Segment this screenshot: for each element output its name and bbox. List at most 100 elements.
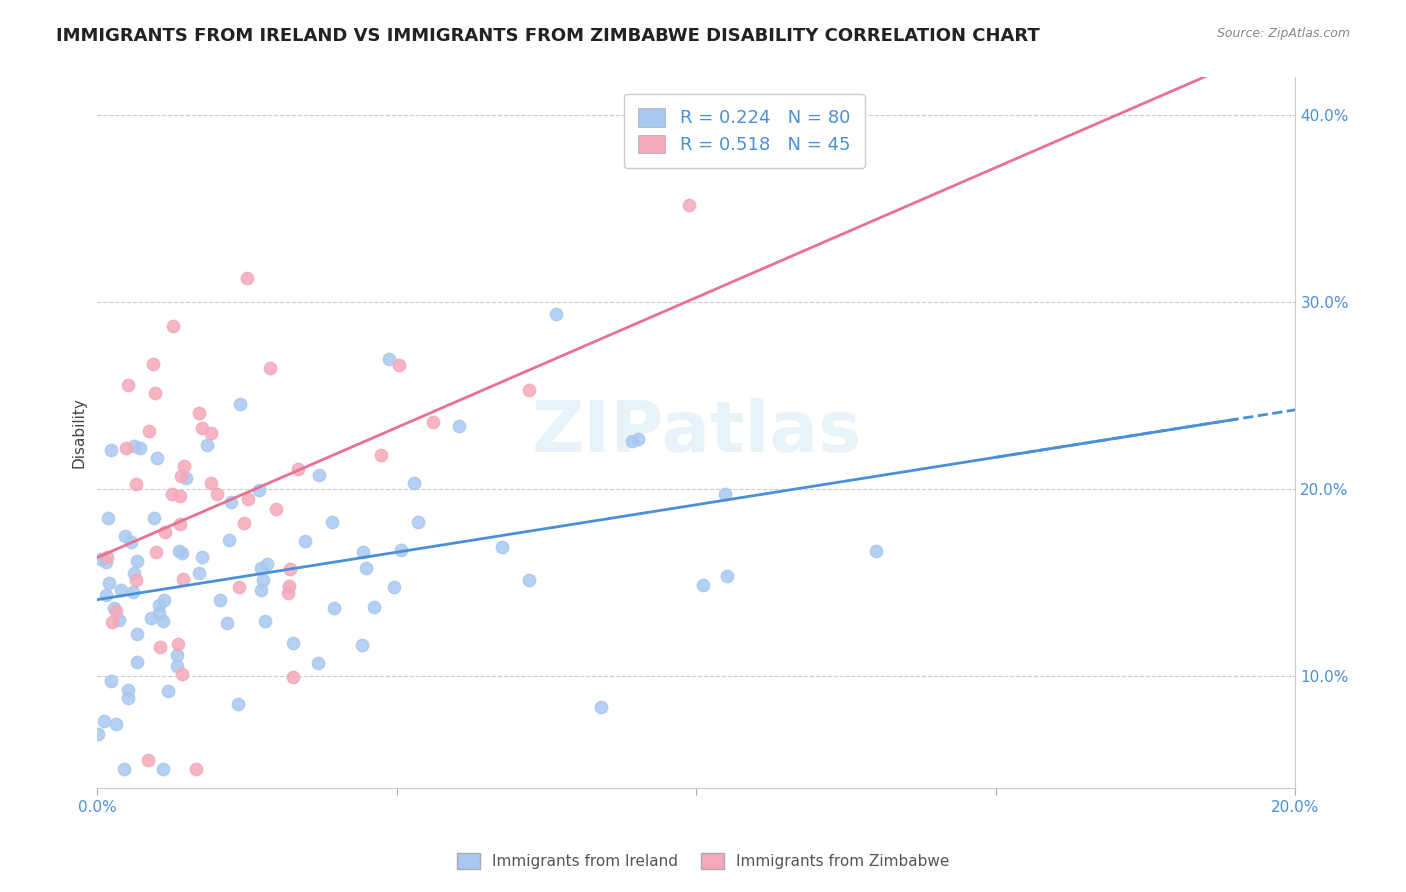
Point	[103, 601, 125, 615]
Point	[491, 540, 513, 554]
Point	[281, 669, 304, 683]
Point	[188, 405, 211, 419]
Point	[87, 727, 110, 741]
Point	[125, 573, 148, 587]
Point	[93, 714, 115, 728]
Point	[98, 575, 121, 590]
Point	[308, 468, 330, 483]
Point	[544, 307, 567, 321]
Legend: Immigrants from Ireland, Immigrants from Zimbabwe: Immigrants from Ireland, Immigrants from…	[450, 847, 956, 875]
Point	[228, 397, 250, 411]
Point	[519, 383, 541, 397]
Point	[172, 572, 194, 586]
Point	[264, 502, 287, 516]
Point	[184, 762, 207, 776]
Point	[117, 691, 139, 706]
Point	[294, 534, 316, 549]
Point	[278, 579, 301, 593]
Point	[169, 489, 191, 503]
Point	[716, 569, 738, 583]
Point	[250, 561, 273, 575]
Point	[166, 648, 188, 662]
Point	[104, 604, 127, 618]
Point	[117, 683, 139, 698]
Point	[620, 434, 643, 448]
Point	[157, 684, 180, 698]
Point	[94, 588, 117, 602]
Point	[152, 614, 174, 628]
Point	[125, 476, 148, 491]
Point	[170, 667, 193, 681]
Point	[447, 419, 470, 434]
Point	[108, 613, 131, 627]
Point	[250, 583, 273, 598]
Point	[352, 638, 374, 652]
Point	[217, 616, 239, 631]
Point	[153, 592, 176, 607]
Y-axis label: Disability: Disability	[72, 397, 86, 468]
Point	[162, 319, 184, 334]
Point	[388, 358, 411, 372]
Point	[321, 515, 343, 529]
Point	[287, 461, 309, 475]
Point	[166, 659, 188, 673]
Point	[97, 510, 120, 524]
Point	[408, 515, 430, 529]
Text: Source: ZipAtlas.com: Source: ZipAtlas.com	[1216, 27, 1350, 40]
Point	[252, 573, 274, 587]
Point	[160, 487, 183, 501]
Point	[678, 197, 700, 211]
Point	[517, 573, 540, 587]
Point	[122, 566, 145, 580]
Point	[166, 637, 188, 651]
Point	[200, 476, 222, 491]
Point	[148, 599, 170, 613]
Point	[115, 442, 138, 456]
Text: ZIPatlas: ZIPatlas	[531, 398, 862, 467]
Point	[226, 697, 249, 711]
Point	[152, 762, 174, 776]
Point	[207, 487, 229, 501]
Point	[153, 524, 176, 539]
Point	[254, 614, 277, 628]
Point	[404, 475, 426, 490]
Point	[377, 351, 399, 366]
Point	[247, 483, 270, 498]
Point	[200, 426, 222, 441]
Point	[277, 586, 299, 600]
Point	[591, 700, 613, 714]
Point	[865, 544, 887, 558]
Point	[117, 377, 139, 392]
Point	[122, 439, 145, 453]
Point	[195, 438, 218, 452]
Point	[149, 640, 172, 654]
Point	[219, 495, 242, 509]
Point	[352, 545, 374, 559]
Point	[256, 558, 278, 572]
Point	[125, 554, 148, 568]
Point	[127, 627, 149, 641]
Point	[138, 424, 160, 438]
Point	[100, 443, 122, 458]
Point	[627, 433, 650, 447]
Point	[141, 610, 163, 624]
Point	[354, 560, 377, 574]
Point	[145, 450, 167, 465]
Point	[101, 615, 124, 629]
Point	[169, 469, 191, 483]
Point	[363, 600, 385, 615]
Point	[173, 459, 195, 474]
Point	[174, 471, 197, 485]
Point	[96, 550, 118, 565]
Point	[145, 544, 167, 558]
Point	[232, 516, 254, 531]
Point	[188, 566, 211, 580]
Point	[136, 753, 159, 767]
Point	[110, 582, 132, 597]
Point	[370, 448, 392, 462]
Point	[281, 635, 304, 649]
Point	[143, 385, 166, 400]
Point	[142, 357, 165, 371]
Point	[209, 592, 232, 607]
Point	[218, 533, 240, 548]
